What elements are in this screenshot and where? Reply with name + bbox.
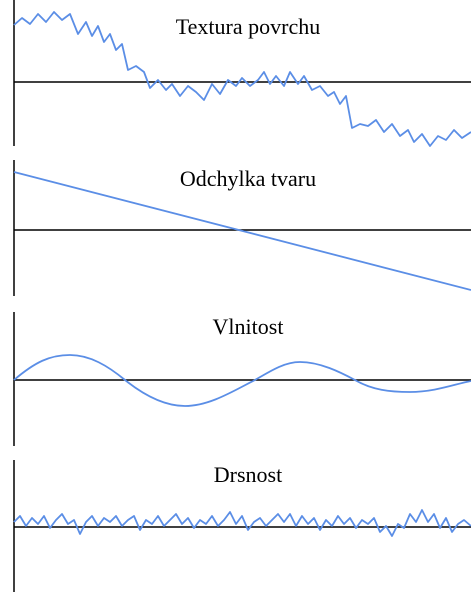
panel-waviness: Vlnitost	[13, 312, 471, 446]
panel-roughness: Drsnost	[13, 460, 471, 592]
panel-form: Odchylka tvaru	[13, 160, 471, 296]
waviness-curve	[13, 354, 471, 407]
form-curve	[13, 171, 471, 291]
panel-texture: Textura povrchu	[13, 0, 471, 147]
panel-title: Textura povrchu	[176, 14, 320, 39]
panel-title: Drsnost	[214, 462, 282, 487]
texture-curve	[13, 11, 471, 147]
roughness-curve	[13, 509, 471, 537]
panel-title: Odchylka tvaru	[180, 166, 316, 191]
panel-title: Vlnitost	[213, 314, 284, 339]
